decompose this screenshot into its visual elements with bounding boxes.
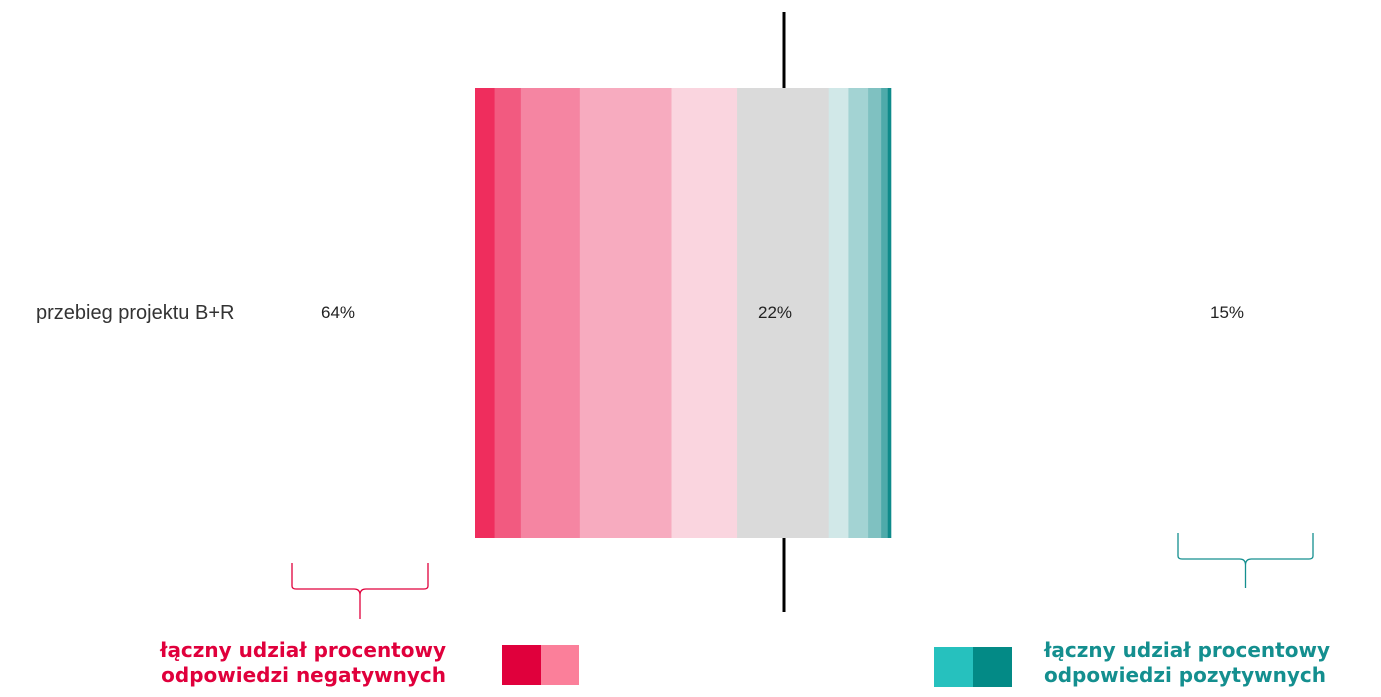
negative-swatch-dark <box>502 645 541 685</box>
legend-positive-line-1: łączny udział procentowy <box>1044 638 1330 662</box>
bar-segment-8 <box>848 88 869 538</box>
bar-segment-4 <box>579 88 672 538</box>
bar-segment-10 <box>881 88 889 538</box>
bar-segment-11 <box>887 88 892 538</box>
negative-swatch-light <box>541 645 579 685</box>
category-label: przebieg projektu B+R <box>36 302 235 324</box>
legend-positive: łączny udział procentowy odpowiedzi pozy… <box>1044 638 1381 688</box>
negative-brace <box>291 563 429 619</box>
legend-negative-line-1: łączny udział procentowy <box>160 638 446 662</box>
bar-segment-9 <box>868 88 882 538</box>
bar-segment-2 <box>494 88 522 538</box>
bar-segment-6 <box>737 88 830 538</box>
neutral-percent: 22% <box>758 303 793 322</box>
positive-brace <box>1177 533 1314 588</box>
legend-positive-line-2: odpowiedzi pozytywnych <box>1044 663 1326 687</box>
bar-segment-1 <box>475 88 495 538</box>
bar-segment-3 <box>520 88 581 538</box>
legend-negative-line-2: odpowiedzi negatywnych <box>161 663 446 687</box>
positive-swatch-dark <box>973 647 1012 687</box>
bar-segment-5 <box>671 88 738 538</box>
legend-negative: łączny udział procentowy odpowiedzi nega… <box>100 638 446 688</box>
negative-percent: 64% <box>321 303 356 322</box>
positive-swatch-light <box>934 647 973 687</box>
bar-segment-7 <box>828 88 849 538</box>
positive-percent: 15% <box>1210 303 1245 322</box>
